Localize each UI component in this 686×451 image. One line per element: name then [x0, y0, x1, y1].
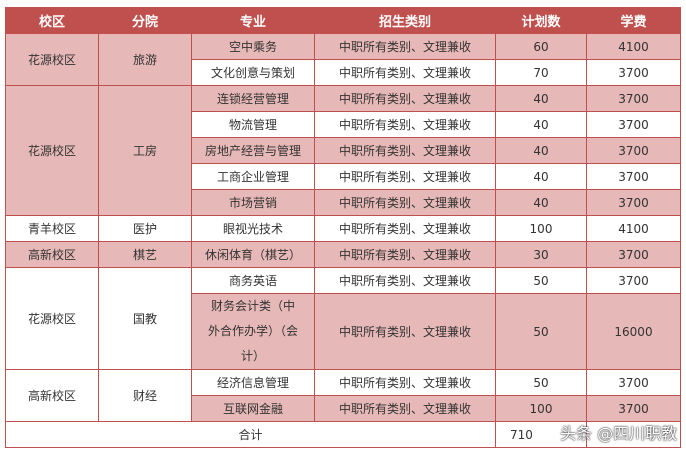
- total-fee: [586, 421, 681, 448]
- category-cell: 中职所有类别、文理兼收: [314, 85, 496, 112]
- fee-cell: 3700: [586, 163, 681, 190]
- major-cell: 房地产经营与管理: [191, 137, 315, 164]
- college-cell: 财经: [98, 369, 192, 422]
- plan-cell: 30: [495, 241, 587, 268]
- plan-cell: 100: [495, 395, 587, 422]
- fee-cell: 3700: [586, 189, 681, 216]
- campus-cell: 高新校区: [5, 369, 99, 422]
- table-row: 文化创意与策划 中职所有类别、文理兼收 70 3700: [6, 59, 681, 86]
- college-cell: 旅游: [98, 33, 192, 86]
- major-cell: 市场营销: [191, 189, 315, 216]
- fee-cell: 3700: [586, 111, 681, 138]
- plan-cell: 50: [495, 267, 587, 294]
- fee-cell: 4100: [586, 33, 681, 60]
- category-cell: 中职所有类别、文理兼收: [314, 33, 496, 60]
- campus-cell: 花源校区: [5, 267, 99, 370]
- fee-cell: 3700: [586, 85, 681, 112]
- plan-cell: 40: [495, 137, 587, 164]
- fee-cell: 3700: [586, 137, 681, 164]
- fee-cell: 3700: [586, 267, 681, 294]
- category-cell: 中职所有类别、文理兼收: [314, 59, 496, 86]
- college-cell: 工房: [98, 85, 192, 216]
- table-row: 高新校区 财经 经济信息管理 中职所有类别、文理兼收 50 3700: [5, 369, 681, 422]
- fee-cell: 16000: [586, 293, 681, 370]
- header-major: 专业: [191, 7, 315, 34]
- category-cell: 中职所有类别、文理兼收: [314, 241, 496, 268]
- plan-cell: 70: [495, 59, 587, 86]
- category-cell: 中职所有类别、文理兼收: [314, 293, 496, 370]
- plan-cell: 100: [495, 215, 587, 242]
- college-cell: 国教: [98, 267, 192, 370]
- table-row: 互联网金融 中职所有类别、文理兼收 100 3700: [6, 395, 681, 422]
- enrollment-table: 校区 分院 专业 招生类别 计划数 学费 花源校区 旅游 空中乘务 中职所有类别、文理…: [5, 7, 681, 448]
- college-cell: 棋艺: [98, 241, 192, 268]
- category-cell: 中职所有类别、文理兼收: [314, 395, 496, 422]
- header-college: 分院: [98, 7, 192, 34]
- major-cell: 工商企业管理: [191, 163, 315, 190]
- major-cell: 眼视光技术: [191, 215, 315, 242]
- campus-cell: 花源校区: [5, 33, 99, 86]
- table-row: 工商企业管理 中职所有类别、文理兼收 40 3700: [6, 163, 681, 190]
- plan-cell: 40: [495, 85, 587, 112]
- campus-cell: 高新校区: [5, 241, 99, 268]
- table-row: 市场营销 中职所有类别、文理兼收 40 3700: [6, 189, 681, 216]
- table-row: 财务会计类（中外合作办学）（会计） 中职所有类别、文理兼收 50 16000: [6, 293, 681, 370]
- header-category: 招生类别: [314, 7, 496, 34]
- plan-cell: 60: [495, 33, 587, 60]
- plan-cell: 40: [495, 189, 587, 216]
- major-cell: 文化创意与策划: [191, 59, 315, 86]
- major-cell: 互联网金融: [191, 395, 315, 422]
- category-cell: 中职所有类别、文理兼收: [314, 111, 496, 138]
- header-row: 校区 分院 专业 招生类别 计划数 学费: [5, 7, 681, 34]
- plan-cell: 40: [495, 111, 587, 138]
- category-cell: 中职所有类别、文理兼收: [314, 369, 496, 396]
- plan-cell: 50: [495, 369, 587, 396]
- plan-cell: 40: [495, 163, 587, 190]
- table-row: 房地产经营与管理 中职所有类别、文理兼收 40 3700: [6, 137, 681, 164]
- header-fee: 学费: [586, 7, 681, 34]
- watermark: 头条 @四川职教: [560, 424, 678, 443]
- major-cell: 商务英语: [191, 267, 315, 294]
- major-cell: 物流管理: [191, 111, 315, 138]
- total-plan: 710: [495, 421, 587, 448]
- category-cell: 中职所有类别、文理兼收: [314, 267, 496, 294]
- fee-cell: 4100: [586, 215, 681, 242]
- college-cell: 医护: [98, 215, 192, 242]
- total-row: 合计 710: [5, 421, 681, 448]
- fee-cell: 3700: [586, 369, 681, 396]
- fee-cell: 3700: [586, 395, 681, 422]
- table-row: 花源校区 工房 连锁经营管理 中职所有类别、文理兼收 40 3700: [5, 85, 681, 216]
- table-row: 青羊校区 医护 眼视光技术 中职所有类别、文理兼收 100 4100: [5, 215, 681, 242]
- fee-cell: 3700: [586, 59, 681, 86]
- plan-cell: 50: [495, 293, 587, 370]
- category-cell: 中职所有类别、文理兼收: [314, 189, 496, 216]
- fee-cell: 3700: [586, 241, 681, 268]
- table-row: 花源校区 旅游 空中乘务 中职所有类别、文理兼收 60 4100: [5, 33, 681, 86]
- major-cell: 空中乘务: [191, 33, 315, 60]
- major-cell: 财务会计类（中外合作办学）（会计）: [191, 293, 315, 370]
- category-cell: 中职所有类别、文理兼收: [314, 215, 496, 242]
- table-row: 物流管理 中职所有类别、文理兼收 40 3700: [6, 111, 681, 138]
- campus-cell: 青羊校区: [5, 215, 99, 242]
- campus-cell: 花源校区: [5, 85, 99, 216]
- category-cell: 中职所有类别、文理兼收: [314, 137, 496, 164]
- header-campus: 校区: [5, 7, 99, 34]
- major-cell: 连锁经营管理: [191, 85, 315, 112]
- major-cell: 休闲体育（棋艺）: [191, 241, 315, 268]
- total-label: 合计: [5, 421, 496, 448]
- table-row: 花源校区 国教 商务英语 中职所有类别、文理兼收 50 3700: [5, 267, 681, 370]
- table-row: 高新校区 棋艺 休闲体育（棋艺） 中职所有类别、文理兼收 30 3700: [5, 241, 681, 268]
- category-cell: 中职所有类别、文理兼收: [314, 163, 496, 190]
- major-cell: 经济信息管理: [191, 369, 315, 396]
- header-plan: 计划数: [495, 7, 587, 34]
